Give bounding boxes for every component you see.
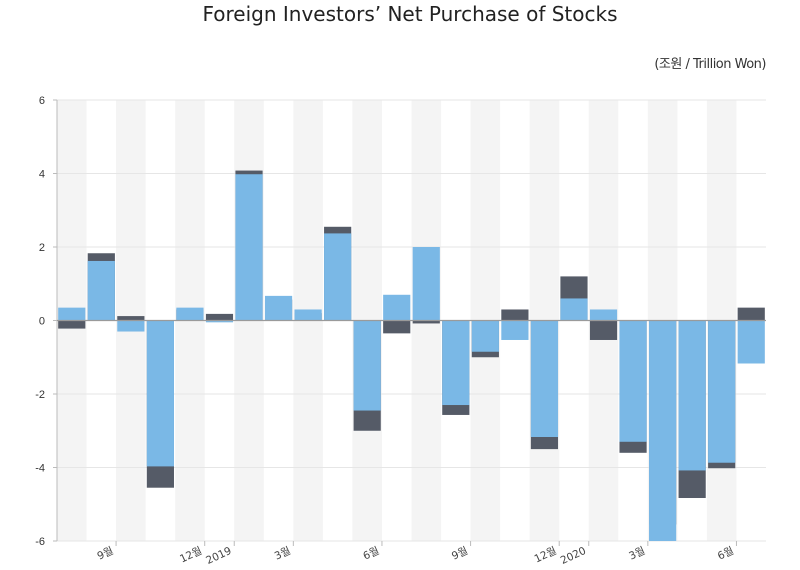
bar-light bbox=[205, 320, 234, 323]
y-tick-label: -4 bbox=[35, 463, 45, 475]
unit-label: (조원 / Trillion Won) bbox=[654, 57, 766, 72]
bar-dark bbox=[383, 320, 411, 334]
bar-light bbox=[649, 320, 677, 541]
bar-light bbox=[294, 309, 322, 321]
bar-light bbox=[235, 174, 263, 321]
bar-light bbox=[58, 307, 86, 321]
y-tick-label: 6 bbox=[39, 95, 45, 107]
y-axis-ticks: 6 4 2 0 -2 -4 -6 bbox=[35, 95, 57, 548]
bar-dark bbox=[412, 320, 440, 324]
x-tick-label: 2020 bbox=[559, 545, 588, 567]
x-axis-ticks: 9월 12월 2019 3월 6월 9월 12월 2020 3월 6월 bbox=[95, 541, 737, 567]
bar-light bbox=[146, 320, 174, 467]
x-tick-label: 3월 bbox=[273, 545, 293, 563]
bar-light bbox=[678, 320, 706, 471]
chart-title: Foreign Investors’ Net Purchase of Stock… bbox=[202, 2, 618, 26]
bar-dark bbox=[737, 307, 765, 321]
bar-light bbox=[530, 320, 559, 437]
y-tick-label: 4 bbox=[39, 169, 45, 181]
bar-light bbox=[353, 320, 381, 411]
y-tick-label: -6 bbox=[35, 536, 45, 548]
y-tick-label: 0 bbox=[39, 316, 45, 328]
bar-dark bbox=[117, 316, 145, 321]
x-tick-label: 12월 bbox=[178, 545, 204, 566]
x-tick-label: 12월 bbox=[533, 545, 559, 566]
bar-light bbox=[176, 307, 204, 321]
bar-dark bbox=[589, 320, 618, 340]
bar-light bbox=[737, 320, 765, 364]
bar-light bbox=[471, 320, 499, 352]
bar-light bbox=[87, 260, 115, 321]
bar-light bbox=[501, 320, 529, 340]
x-tick-label: 9월 bbox=[95, 545, 115, 563]
bar-dark bbox=[205, 313, 234, 321]
x-tick-label: 6월 bbox=[716, 545, 736, 563]
x-tick-label: 9월 bbox=[450, 545, 470, 563]
y-tick-label: 2 bbox=[39, 242, 45, 254]
bar-light bbox=[383, 294, 411, 321]
series-light-bars bbox=[58, 174, 765, 541]
bar-light bbox=[560, 298, 588, 321]
bar-light bbox=[442, 320, 470, 406]
bar-light bbox=[324, 233, 352, 321]
bar-light bbox=[412, 247, 440, 321]
bar-dark bbox=[501, 309, 529, 321]
y-tick-label: -2 bbox=[35, 389, 45, 401]
bar-dark bbox=[58, 320, 86, 329]
bar-light bbox=[708, 320, 736, 463]
bar-light bbox=[619, 320, 647, 442]
bar-light bbox=[117, 320, 145, 332]
x-tick-label: 6월 bbox=[361, 545, 381, 563]
x-tick-label: 2019 bbox=[204, 545, 233, 567]
bar-light bbox=[264, 295, 293, 321]
bar-light bbox=[589, 309, 618, 321]
x-tick-label: 3월 bbox=[627, 545, 647, 563]
